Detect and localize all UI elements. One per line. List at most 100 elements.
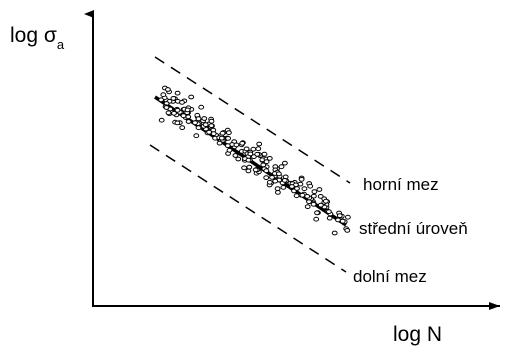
scatter-point bbox=[274, 186, 281, 192]
scatter-point bbox=[174, 120, 181, 126]
scatter-point bbox=[261, 151, 268, 157]
scatter-point bbox=[281, 178, 288, 183]
scatter-point bbox=[158, 97, 165, 103]
scatter-point bbox=[272, 178, 279, 184]
scatter-point bbox=[163, 105, 170, 110]
scatter-point bbox=[225, 136, 232, 141]
scatter-point bbox=[224, 143, 231, 149]
upper-limit-label: horní mez bbox=[363, 175, 439, 194]
scatter-point bbox=[208, 118, 215, 124]
scatter-point bbox=[180, 113, 187, 119]
scatter-point bbox=[174, 107, 181, 113]
scatter-point bbox=[294, 186, 300, 191]
scatter-point bbox=[256, 141, 263, 147]
scatter-point bbox=[304, 204, 311, 210]
scatter-point bbox=[301, 186, 308, 192]
scatter-point bbox=[299, 192, 306, 198]
scatter-point bbox=[160, 92, 167, 98]
scatter-point bbox=[201, 116, 208, 121]
scatter-point bbox=[165, 87, 171, 92]
scatter-point bbox=[335, 217, 341, 223]
scatter-point bbox=[210, 131, 217, 137]
scatter-point bbox=[304, 194, 311, 199]
scatter-point bbox=[313, 216, 320, 222]
scatter-point bbox=[260, 162, 267, 168]
x-axis-title: log N bbox=[393, 323, 442, 346]
scatter-point bbox=[311, 189, 318, 195]
upper-limit-line bbox=[154, 56, 351, 184]
scatter-point bbox=[226, 130, 232, 136]
scatter-point bbox=[269, 175, 275, 180]
scatter-point bbox=[293, 193, 300, 199]
scatter-point bbox=[218, 135, 225, 141]
scatter-point bbox=[307, 183, 314, 189]
scatter-points bbox=[158, 85, 351, 236]
scatter-point bbox=[198, 104, 205, 110]
scatter-point bbox=[245, 168, 252, 174]
scatter-point bbox=[216, 140, 223, 146]
scatter-point bbox=[263, 168, 270, 174]
scatter-point bbox=[165, 110, 172, 116]
scatter-point bbox=[247, 151, 254, 157]
scatter-point bbox=[323, 198, 329, 204]
scatter-point bbox=[188, 94, 195, 100]
scatter-point bbox=[171, 110, 177, 116]
scatter-point bbox=[195, 116, 202, 122]
scatter-point bbox=[266, 179, 273, 185]
scatter-point bbox=[326, 215, 333, 221]
scatter-point bbox=[239, 140, 246, 146]
scatter-point bbox=[233, 142, 240, 148]
lower-limit-line bbox=[149, 144, 347, 273]
scatter-point bbox=[275, 190, 281, 195]
scatter-point bbox=[185, 119, 192, 124]
scatter-point bbox=[254, 151, 261, 157]
scatter-point bbox=[219, 130, 226, 136]
mean-label: střední úroveň bbox=[359, 219, 468, 238]
scatter-point bbox=[345, 214, 351, 220]
scatter-point bbox=[326, 209, 332, 215]
scatter-point bbox=[255, 146, 262, 152]
scatter-point bbox=[282, 160, 288, 166]
scatter-point bbox=[317, 194, 324, 199]
scatter-point bbox=[289, 184, 295, 189]
scatter-point bbox=[202, 122, 209, 127]
scatter-point bbox=[278, 164, 285, 170]
scatter-point bbox=[276, 171, 282, 177]
scatter-point bbox=[235, 156, 242, 162]
scatter-point bbox=[170, 96, 177, 101]
scatter-point bbox=[184, 107, 191, 113]
scatter-point bbox=[336, 213, 343, 219]
scatter-point bbox=[174, 90, 181, 96]
scatter-point bbox=[246, 164, 253, 170]
scatter-point bbox=[331, 230, 338, 236]
scatter-point bbox=[232, 153, 239, 158]
scatter-point bbox=[226, 147, 233, 153]
scatter-point bbox=[317, 202, 324, 208]
lower-limit-label: dolní mez bbox=[353, 267, 427, 286]
scatter-point bbox=[243, 146, 250, 152]
scatter-point bbox=[339, 218, 346, 224]
scatter-point bbox=[206, 129, 213, 135]
scatter-point bbox=[263, 159, 270, 165]
scatter-point bbox=[245, 157, 252, 163]
scatter-point bbox=[179, 125, 186, 130]
scatter-point bbox=[193, 133, 200, 139]
scatter-point bbox=[280, 185, 287, 190]
scatter-point bbox=[208, 123, 215, 128]
scatter-point bbox=[316, 187, 323, 192]
scatter-point bbox=[266, 156, 273, 161]
y-axis-subscript: a bbox=[57, 37, 65, 52]
scatter-point bbox=[158, 117, 165, 123]
scatter-point bbox=[263, 175, 270, 181]
scatter-point bbox=[298, 177, 305, 182]
scatter-point bbox=[344, 228, 351, 233]
scatter-point bbox=[310, 201, 317, 207]
scatter-point bbox=[195, 125, 202, 131]
scatter-point bbox=[252, 167, 259, 173]
scatter-point bbox=[241, 165, 248, 171]
scatter-point bbox=[314, 210, 320, 216]
scatter-point bbox=[192, 120, 198, 126]
scatter-point bbox=[311, 193, 317, 199]
